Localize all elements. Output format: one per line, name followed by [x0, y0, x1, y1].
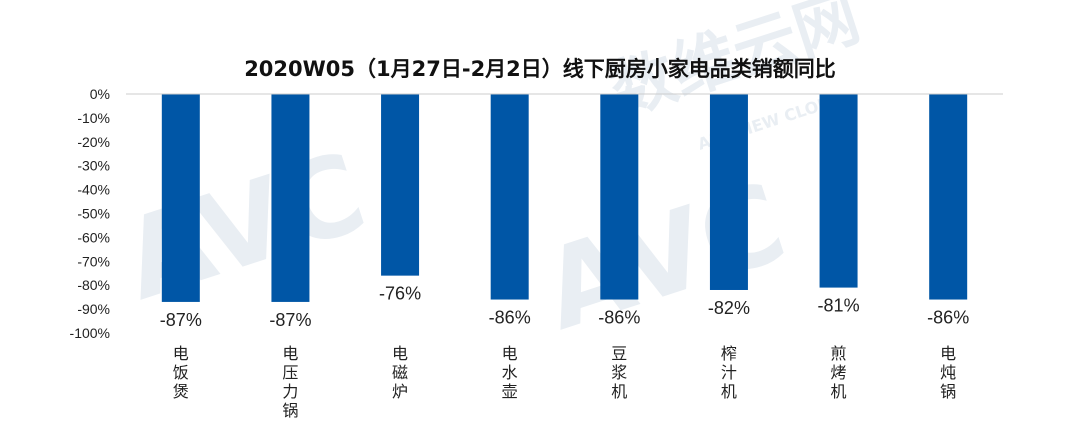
bar-series: [161, 94, 968, 302]
bar: [271, 94, 310, 302]
category-label: 煎烤机: [831, 344, 847, 401]
y-tick-label: -10%: [77, 110, 110, 126]
bar: [161, 94, 200, 302]
bar: [819, 94, 858, 288]
data-label: -86%: [489, 308, 531, 328]
data-label: -87%: [269, 310, 311, 330]
bar: [600, 94, 639, 300]
data-label: -76%: [379, 284, 421, 304]
category-label: 电饭煲: [173, 344, 189, 401]
y-tick-label: -70%: [77, 253, 110, 269]
y-tick-label: -50%: [77, 206, 110, 222]
chart-title: 2020W05（1月27日-2月2日）线下厨房小家电品类销额同比: [244, 57, 836, 81]
y-tick-label: -30%: [77, 158, 110, 174]
data-labels: -87% -87% -76% -86% -86% -82% -81% -86%: [160, 284, 969, 330]
y-tick-label: 0%: [90, 86, 110, 102]
data-label: -86%: [598, 308, 640, 328]
category-label: 榨汁机: [721, 344, 737, 401]
watermark-logo: AVC: [108, 128, 379, 325]
watermark-layer: 数维云网 ALL VIEW CLOUD AVC AVC: [108, 0, 868, 355]
category-label: 电水壶: [502, 344, 518, 401]
y-tick-label: -20%: [77, 134, 110, 150]
y-tick-label: -100%: [70, 325, 110, 341]
category-labels: 电饭煲 电压力锅 电磁炉 电水壶 豆浆机 榨汁机 煎烤机 电炖锅: [173, 344, 956, 420]
data-label: -87%: [160, 310, 202, 330]
watermark-logo-2: AVC: [528, 158, 799, 355]
category-label: 电压力锅: [282, 344, 298, 420]
y-tick-label: -90%: [77, 301, 110, 317]
data-label: -81%: [818, 296, 860, 316]
data-label: -86%: [927, 308, 969, 328]
y-tick-label: -80%: [77, 277, 110, 293]
y-axis: 0% -10% -20% -30% -40% -50% -60% -70% -80% -90% -1…: [70, 86, 110, 341]
y-tick-label: -40%: [77, 182, 110, 198]
category-label: 电炖锅: [940, 344, 956, 401]
data-label: -82%: [708, 298, 750, 318]
category-label: 电磁炉: [392, 344, 408, 401]
category-label: 豆浆机: [611, 344, 627, 401]
bar: [490, 94, 529, 300]
bar: [929, 94, 968, 300]
bar: [381, 94, 420, 276]
bar: [709, 94, 748, 290]
y-tick-label: -60%: [77, 229, 110, 245]
